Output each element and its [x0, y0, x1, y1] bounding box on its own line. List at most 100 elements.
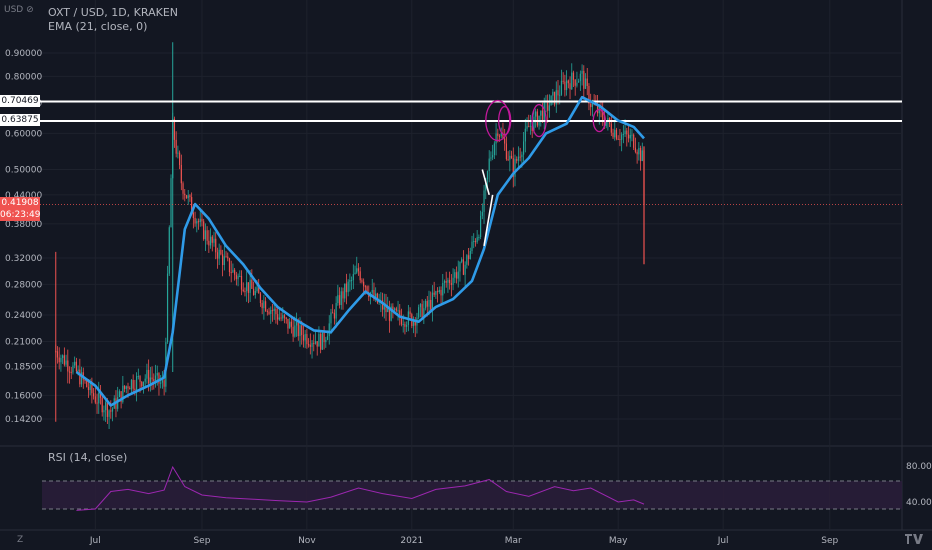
- candle-body-262: [505, 143, 507, 160]
- candle-body-303: [576, 82, 578, 86]
- candle-body-28: [103, 410, 105, 413]
- candle-body-93: [215, 238, 217, 253]
- rsi-legend[interactable]: RSI (14, close): [48, 451, 128, 464]
- candle-body-44: [130, 379, 133, 390]
- currency-switcher[interactable]: USD ⊘: [4, 5, 34, 15]
- candle-body-96: [220, 249, 222, 255]
- candle-body-161: [332, 312, 334, 314]
- candle-body-334: [629, 135, 631, 139]
- candle-body-92: [213, 238, 215, 243]
- candle-body-194: [388, 308, 391, 321]
- candle-body-312: [591, 102, 593, 108]
- ema-legend[interactable]: EMA (21, close, 0): [48, 20, 148, 33]
- candle-body-118: [258, 287, 260, 294]
- x-tick-3: 2021: [400, 536, 423, 546]
- candle-body-81: [194, 218, 196, 224]
- candle-body-191: [383, 304, 385, 310]
- candle-body-326: [615, 129, 618, 139]
- candle-body-199: [397, 310, 399, 312]
- candle-body-88: [206, 230, 208, 241]
- candle-body-338: [636, 151, 638, 155]
- markup-circle-3: [592, 108, 606, 133]
- y-tick-13: 0.14200: [5, 415, 42, 425]
- candle-body-341: [641, 150, 643, 162]
- candle-body-105: [235, 274, 237, 280]
- candle-body-319: [603, 119, 606, 127]
- candle-body-337: [634, 147, 636, 152]
- y-tick-12: 0.16000: [5, 391, 42, 401]
- candle-body-70: [175, 139, 177, 154]
- candle-body-302: [574, 79, 576, 86]
- candle-body-272: [523, 141, 525, 155]
- timezone-label[interactable]: Z: [17, 535, 24, 545]
- candle-body-143: [301, 325, 303, 335]
- candle-body-131: [280, 317, 282, 319]
- candle-body-73: [180, 164, 182, 184]
- candle-body-248: [481, 211, 483, 216]
- candle-body-177: [359, 271, 361, 281]
- candle-body-298: [567, 80, 569, 84]
- candle-body-292: [557, 90, 559, 96]
- candle-body-283: [541, 110, 544, 121]
- candle-body-181: [366, 286, 368, 293]
- candle-body-232: [454, 272, 456, 278]
- candle-body-286: [547, 101, 549, 111]
- candle-body-251: [486, 171, 489, 180]
- countdown-tag: 06:23:49: [0, 209, 41, 221]
- candle-body-325: [614, 129, 616, 138]
- candle-body-278: [533, 116, 535, 131]
- candle-body-168: [344, 283, 346, 299]
- rsi-line: [76, 465, 645, 511]
- candle-body-244: [474, 241, 477, 243]
- candle-body-271: [521, 154, 523, 158]
- markup-trend-stroke-2: [481, 169, 490, 196]
- candle-body-125: [270, 310, 272, 314]
- candle-body-263: [507, 159, 509, 161]
- markup-circle-0: [485, 99, 511, 142]
- candle-body-157: [325, 339, 327, 343]
- candle-body-116: [254, 291, 256, 296]
- candle-body-18: [86, 381, 88, 387]
- candle-body-266: [512, 158, 514, 177]
- candle-body-328: [619, 138, 621, 140]
- candle-body-79: [191, 197, 193, 213]
- candle-body-107: [239, 276, 241, 278]
- candle-body-222: [437, 291, 439, 293]
- candle-body-112: [247, 282, 249, 293]
- candle-body-203: [404, 324, 406, 327]
- candle-body-180: [364, 286, 366, 288]
- candle-body-212: [419, 304, 421, 308]
- candle-body-5: [63, 355, 65, 365]
- candle-body-4: [62, 355, 64, 358]
- candle-body-273: [524, 128, 526, 142]
- symbol-legend[interactable]: OXT / USD, 1D, KRAKEN: [48, 6, 179, 19]
- candle-body-50: [141, 381, 143, 387]
- candle-body-176: [357, 268, 360, 272]
- candle-body-167: [342, 291, 344, 299]
- candle-body-192: [385, 304, 387, 313]
- candle-body-130: [278, 317, 280, 320]
- candle-body-17: [84, 379, 86, 382]
- candle-body-106: [237, 276, 239, 280]
- candle-body-221: [435, 291, 437, 295]
- candle-body-27: [101, 397, 103, 413]
- candle-body-30: [106, 402, 108, 417]
- candle-body-175: [356, 268, 358, 273]
- candle-body-62: [161, 380, 163, 383]
- candle-body-269: [517, 156, 520, 161]
- candle-body-56: [151, 377, 153, 380]
- candle-body-339: [638, 147, 640, 155]
- tradingview-logo: [904, 532, 924, 546]
- y-tick-8: 0.28000: [5, 280, 42, 290]
- candle-body-104: [234, 269, 236, 275]
- candle-body-69: [173, 118, 176, 140]
- candle-body-226: [443, 281, 446, 283]
- candle-body-6: [65, 360, 67, 365]
- y-tick-7: 0.32000: [5, 254, 42, 264]
- candle-body-84: [199, 218, 201, 223]
- candle-body-123: [266, 310, 268, 312]
- candle-body-217: [428, 299, 430, 307]
- candle-body-126: [271, 310, 274, 312]
- candle-body-331: [624, 130, 626, 135]
